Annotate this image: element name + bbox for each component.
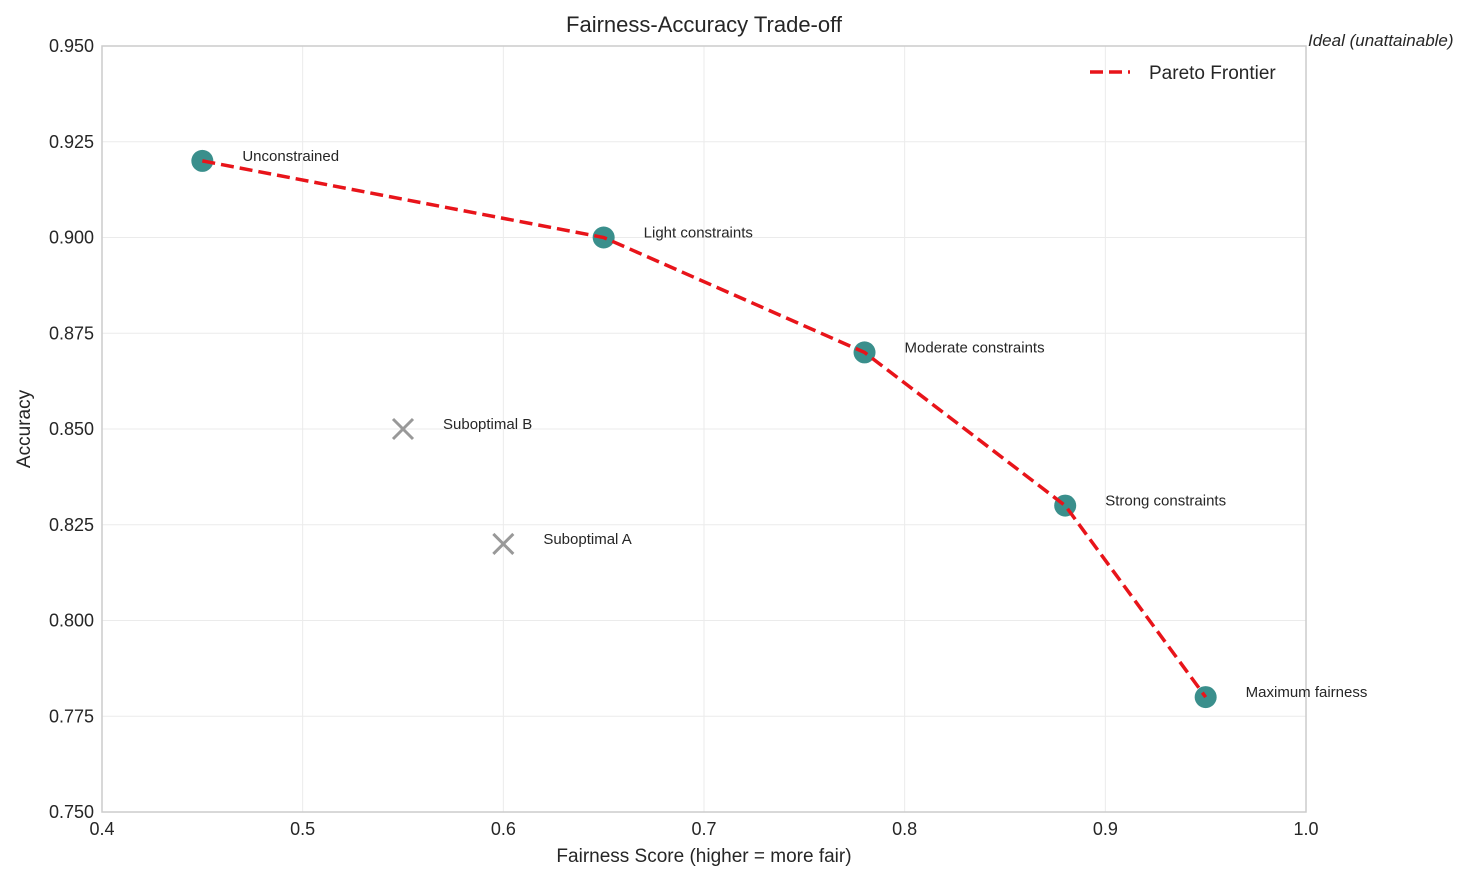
point-label: Suboptimal B	[443, 416, 532, 433]
y-tick-label: 0.775	[49, 706, 94, 726]
point-label: Maximum fairness	[1246, 684, 1368, 701]
point-label: Suboptimal A	[543, 531, 631, 548]
ideal-annotation: Ideal (unattainable)	[1308, 31, 1454, 50]
x-tick-label: 0.6	[491, 819, 516, 839]
legend: Pareto Frontier	[1090, 63, 1276, 84]
x-tick-label: 0.7	[691, 819, 716, 839]
point-label: Unconstrained	[242, 148, 339, 165]
y-tick-label: 0.850	[49, 419, 94, 439]
point-label: Strong constraints	[1105, 493, 1226, 510]
chart-title: Fairness-Accuracy Trade-off	[566, 12, 843, 37]
series-layer	[191, 149, 1217, 709]
y-tick-label: 0.800	[49, 611, 94, 631]
y-axis-label: Accuracy	[14, 389, 35, 468]
x-axis-ticks: 0.4 0.5 0.6 0.7 0.8 0.9 1.0	[89, 819, 1318, 839]
y-tick-label: 0.750	[49, 802, 94, 822]
point-label: Light constraints	[644, 225, 753, 242]
x-tick-label: 0.8	[892, 819, 917, 839]
y-tick-label: 0.825	[49, 515, 94, 535]
x-tick-label: 0.5	[290, 819, 315, 839]
y-tick-label: 0.950	[49, 36, 94, 56]
grid-lines	[101, 45, 1307, 813]
suboptimal-x-marker-icon	[492, 532, 515, 555]
x-axis-label: Fairness Score (higher = more fair)	[556, 846, 851, 867]
legend-label: Pareto Frontier	[1149, 63, 1276, 84]
y-tick-label: 0.875	[49, 323, 94, 343]
plot-frame	[101, 45, 1307, 813]
pareto-frontier-line	[202, 159, 1208, 699]
x-tick-label: 1.0	[1293, 819, 1318, 839]
point-annotations: Unconstrained Light constraints Moderate c…	[242, 148, 1367, 701]
x-tick-label: 0.9	[1093, 819, 1118, 839]
point-label: Moderate constraints	[905, 339, 1045, 356]
y-tick-label: 0.925	[49, 132, 94, 152]
y-tick-label: 0.900	[49, 228, 94, 248]
y-axis-ticks: 0.750 0.775 0.800 0.825 0.850 0.875 0.900 0.925…	[49, 36, 94, 822]
x-tick-label: 0.4	[89, 819, 114, 839]
suboptimal-x-marker-icon	[391, 417, 415, 441]
